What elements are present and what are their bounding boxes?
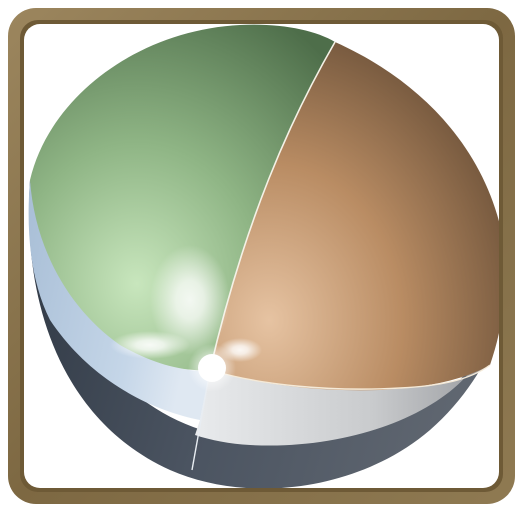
grey-band	[195, 365, 490, 446]
highlight-glow-large	[150, 245, 230, 355]
dark-band	[29, 180, 499, 488]
blue-band	[28, 180, 210, 420]
highlight-glow-left	[110, 331, 190, 359]
green-sector	[30, 24, 335, 371]
seam-line-horizon	[209, 364, 491, 390]
tan-sector	[210, 42, 499, 391]
center-point-halo	[188, 344, 236, 392]
